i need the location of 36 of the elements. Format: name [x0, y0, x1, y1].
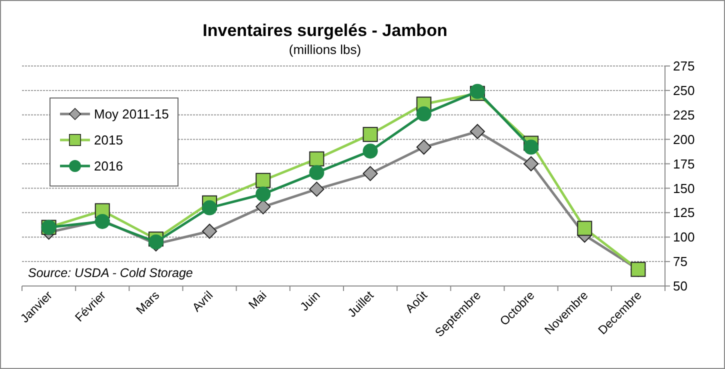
point [416, 140, 432, 155]
y-tick-label: 100 [673, 230, 695, 245]
y-tick-label: 200 [673, 132, 695, 147]
point [362, 166, 378, 182]
chart-subtitle: (millions lbs) [288, 42, 362, 57]
point [256, 199, 271, 214]
point [577, 220, 592, 236]
point [202, 224, 218, 239]
y-tick-label: 275 [673, 58, 695, 74]
annotation: Source: USDA - Cold Storage [28, 266, 193, 280]
point [309, 165, 324, 180]
chart-title: Inventaires surgelés - Jambon [202, 21, 448, 40]
y-tick-label: 150 [673, 180, 695, 196]
y-tick-label: 250 [673, 82, 695, 98]
point [524, 140, 539, 155]
x-tick-label: Juin [297, 288, 323, 314]
point [309, 151, 324, 166]
point [524, 156, 539, 172]
y-tick-label: 75 [673, 254, 688, 270]
y-tick-label: 225 [673, 107, 695, 122]
point [416, 106, 432, 122]
point [362, 126, 378, 142]
legend-label: 2016 [94, 158, 123, 174]
point [309, 182, 324, 197]
point [470, 124, 485, 140]
y-tick-label: 125 [673, 205, 695, 220]
point [202, 200, 218, 216]
x-tick-label: Mai [246, 288, 270, 312]
point [256, 186, 271, 202]
point [256, 172, 271, 188]
legend-label: Moy 2011-15 [94, 106, 169, 122]
point [148, 234, 164, 250]
y-tick-label: 50 [673, 278, 688, 294]
legend-label: 2015 [94, 132, 123, 148]
y-tick-label: 175 [673, 156, 695, 172]
point [362, 144, 378, 159]
